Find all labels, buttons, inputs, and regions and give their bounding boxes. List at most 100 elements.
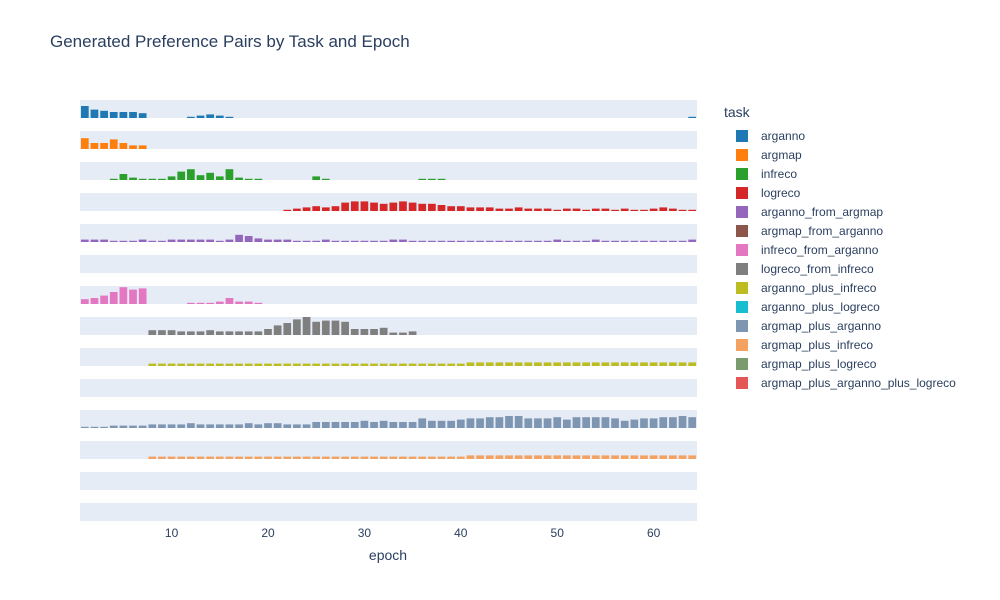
bar-arganno_from_argmap-epoch-31[interactable] [370, 240, 378, 242]
bar-arganno_from_argmap-epoch-44[interactable] [495, 240, 504, 242]
bar-argmap_plus_arganno-epoch-10[interactable] [167, 424, 176, 428]
bar-argmap_plus_infreco-epoch-39[interactable] [447, 456, 456, 459]
bar-argmap_plus_arganno-epoch-34[interactable] [399, 422, 407, 428]
legend-item-argmap_from_arganno[interactable]: argmap_from_arganno [724, 221, 956, 240]
bar-argmap_plus_arganno-epoch-26[interactable] [321, 422, 330, 428]
legend-item-arganno[interactable]: arganno [724, 126, 956, 145]
bar-argmap_plus_infreco-epoch-31[interactable] [370, 456, 378, 459]
bar-arganno_plus_infreco-epoch-37[interactable] [428, 363, 436, 366]
bar-argmap_plus_arganno-epoch-20[interactable] [264, 423, 272, 428]
bar-argmap_plus_arganno-epoch-32[interactable] [379, 420, 388, 428]
bar-logreco_from_infreco-epoch-10[interactable] [167, 330, 176, 335]
bar-argmap_plus_arganno-epoch-29[interactable] [350, 422, 359, 428]
bar-arganno_from_argmap-epoch-51[interactable] [562, 240, 571, 242]
bar-arganno_from_argmap-epoch-61[interactable] [659, 240, 668, 242]
bar-arganno_from_argmap-epoch-46[interactable] [514, 240, 523, 242]
bar-arganno_from_argmap-epoch-40[interactable] [456, 240, 465, 242]
bar-logreco_from_infreco-epoch-27[interactable] [331, 320, 340, 335]
bar-arganno_from_argmap-epoch-60[interactable] [649, 240, 658, 242]
bar-argmap_plus_arganno-epoch-44[interactable] [495, 417, 504, 428]
bar-arganno_from_argmap-epoch-62[interactable] [669, 240, 677, 242]
bar-argmap_plus_arganno-epoch-5[interactable] [119, 425, 128, 428]
bar-arganno_plus_infreco-epoch-49[interactable] [543, 362, 552, 366]
bar-argmap_plus_arganno-epoch-27[interactable] [331, 422, 340, 428]
bar-arganno-epoch-4[interactable] [109, 112, 118, 118]
bar-logreco_from_infreco-epoch-19[interactable] [254, 331, 263, 335]
bar-arganno_from_argmap-epoch-5[interactable] [119, 240, 128, 242]
bar-argmap_plus_infreco-epoch-59[interactable] [640, 455, 648, 459]
bar-argmap_plus_arganno-epoch-41[interactable] [466, 418, 475, 428]
bar-logreco_from_infreco-epoch-26[interactable] [321, 320, 330, 335]
bar-argmap_plus_arganno-epoch-35[interactable] [408, 422, 417, 428]
bar-argmap-epoch-4[interactable] [109, 139, 118, 149]
bar-argmap_plus_infreco-epoch-61[interactable] [659, 455, 668, 459]
bar-logreco-epoch-64[interactable] [688, 209, 697, 211]
bar-argmap_plus_infreco-epoch-20[interactable] [264, 456, 272, 459]
bar-infreco-epoch-13[interactable] [196, 175, 205, 180]
bar-infreco-epoch-37[interactable] [428, 178, 436, 180]
bar-arganno_from_argmap-epoch-58[interactable] [630, 240, 639, 242]
bar-argmap_plus_arganno-epoch-56[interactable] [611, 418, 619, 428]
bar-argmap_plus_infreco-epoch-42[interactable] [476, 455, 484, 459]
bar-logreco_from_infreco-epoch-30[interactable] [360, 329, 369, 335]
bar-logreco_from_infreco-epoch-12[interactable] [187, 331, 195, 335]
bar-infreco-epoch-16[interactable] [225, 169, 234, 180]
bar-arganno_from_argmap-epoch-43[interactable] [485, 240, 494, 242]
bar-arganno_from_argmap-epoch-10[interactable] [167, 239, 176, 242]
bar-logreco_from_infreco-epoch-20[interactable] [264, 329, 272, 335]
bar-argmap_plus_infreco-epoch-38[interactable] [437, 456, 446, 459]
bar-argmap-epoch-6[interactable] [129, 145, 137, 149]
bar-logreco-epoch-41[interactable] [466, 207, 475, 211]
legend-item-argmap_plus_arganno_plus_logreco[interactable]: argmap_plus_arganno_plus_logreco [724, 373, 956, 392]
bar-argmap_plus_arganno-epoch-43[interactable] [485, 417, 494, 428]
bar-argmap_plus_arganno-epoch-54[interactable] [591, 417, 600, 428]
bar-infreco-epoch-38[interactable] [437, 178, 446, 180]
bar-logreco-epoch-60[interactable] [649, 208, 658, 211]
bar-arganno_plus_infreco-epoch-28[interactable] [341, 363, 349, 366]
bar-argmap_plus_arganno-epoch-48[interactable] [534, 418, 542, 428]
bar-logreco-epoch-56[interactable] [611, 209, 619, 211]
bar-argmap_plus_arganno-epoch-62[interactable] [669, 417, 677, 428]
bar-argmap_plus_infreco-epoch-63[interactable] [678, 455, 687, 459]
legend-item-infreco[interactable]: infreco [724, 164, 956, 183]
bar-logreco-epoch-48[interactable] [534, 208, 542, 211]
bar-logreco_from_infreco-epoch-13[interactable] [196, 331, 205, 335]
bar-arganno-epoch-6[interactable] [129, 112, 137, 118]
bar-argmap_plus_arganno-epoch-47[interactable] [524, 418, 533, 428]
bar-arganno_from_argmap-epoch-1[interactable] [80, 239, 89, 242]
bar-arganno-epoch-2[interactable] [90, 109, 99, 118]
bar-infreco_from_arganno-epoch-7[interactable] [138, 288, 147, 304]
bar-argmap_plus_arganno-epoch-23[interactable] [293, 424, 301, 428]
bar-arganno_plus_infreco-epoch-25[interactable] [312, 363, 321, 366]
bar-arganno-epoch-64[interactable] [688, 116, 697, 118]
bar-infreco-epoch-18[interactable] [244, 178, 253, 180]
bar-infreco-epoch-11[interactable] [177, 171, 186, 180]
bar-arganno_from_argmap-epoch-52[interactable] [572, 240, 581, 242]
bar-argmap_plus_infreco-epoch-56[interactable] [611, 455, 619, 459]
bar-logreco-epoch-51[interactable] [562, 208, 571, 211]
bar-logreco-epoch-46[interactable] [514, 207, 523, 211]
bar-infreco-epoch-12[interactable] [187, 169, 195, 180]
bar-argmap_plus_arganno-epoch-17[interactable] [235, 424, 243, 428]
bar-arganno_from_argmap-epoch-3[interactable] [100, 239, 108, 242]
bar-arganno_plus_infreco-epoch-23[interactable] [293, 363, 301, 366]
bar-arganno_from_argmap-epoch-55[interactable] [601, 240, 610, 242]
bar-argmap_plus_infreco-epoch-60[interactable] [649, 455, 658, 459]
bar-argmap_plus_arganno-epoch-37[interactable] [428, 420, 436, 428]
bar-infreco-epoch-6[interactable] [129, 177, 137, 180]
bar-argmap_plus_arganno-epoch-40[interactable] [456, 419, 465, 428]
bar-arganno-epoch-14[interactable] [206, 114, 215, 118]
bar-logreco_from_infreco-epoch-33[interactable] [389, 332, 398, 335]
bar-argmap_plus_infreco-epoch-51[interactable] [562, 455, 571, 459]
bar-argmap_plus_arganno-epoch-45[interactable] [505, 416, 513, 428]
bar-logreco-epoch-58[interactable] [630, 209, 639, 211]
bar-arganno_plus_infreco-epoch-60[interactable] [649, 362, 658, 366]
bar-arganno-epoch-15[interactable] [215, 115, 224, 118]
bar-arganno_from_argmap-epoch-33[interactable] [389, 239, 398, 242]
legend-item-logreco[interactable]: logreco [724, 183, 956, 202]
bar-logreco-epoch-32[interactable] [379, 203, 388, 211]
bar-argmap_plus_arganno-epoch-63[interactable] [678, 416, 687, 428]
bar-argmap_plus_arganno-epoch-11[interactable] [177, 424, 186, 428]
bar-arganno_from_argmap-epoch-14[interactable] [206, 239, 215, 242]
bar-infreco_from_arganno-epoch-13[interactable] [196, 302, 205, 304]
